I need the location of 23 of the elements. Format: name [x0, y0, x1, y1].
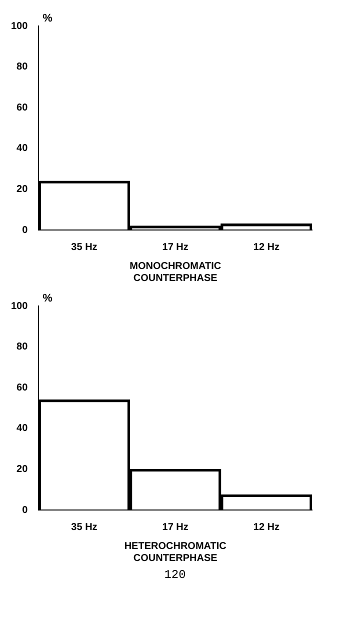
- y-axis-title: %: [42, 12, 53, 25]
- y-tick-label: 40: [16, 143, 28, 154]
- x-tick-label: 35 Hz: [71, 242, 98, 253]
- y-tick-label: 20: [16, 184, 28, 195]
- x-tick-label: 12 Hz: [253, 522, 280, 533]
- y-tick-label: 80: [16, 62, 28, 73]
- x-tick-label: 17 Hz: [162, 522, 188, 533]
- text: 120: [163, 568, 187, 582]
- y-tick-label: 40: [16, 423, 28, 434]
- y-tick-label: 0: [22, 224, 28, 236]
- y-tick-label: 60: [16, 102, 28, 114]
- x-tick-label: 35 Hz: [71, 522, 98, 533]
- x-axis-title: MONOCHROMATIC COUNTERPHASE: [130, 260, 222, 284]
- y-tick-label: 60: [16, 382, 28, 394]
- x-tick-label: 17 Hz: [162, 242, 188, 253]
- y-tick-label: 100: [10, 300, 28, 312]
- y-axis-title: %: [42, 292, 53, 305]
- y-tick-label: 20: [16, 464, 28, 475]
- x-axis-title: HETEROCHROMATIC COUNTERPHASE: [124, 540, 226, 564]
- y-tick-label: 0: [22, 504, 28, 516]
- x-tick-label: 12 Hz: [253, 242, 280, 253]
- y-tick-label: 100: [10, 20, 28, 32]
- y-tick-label: 80: [16, 342, 28, 353]
